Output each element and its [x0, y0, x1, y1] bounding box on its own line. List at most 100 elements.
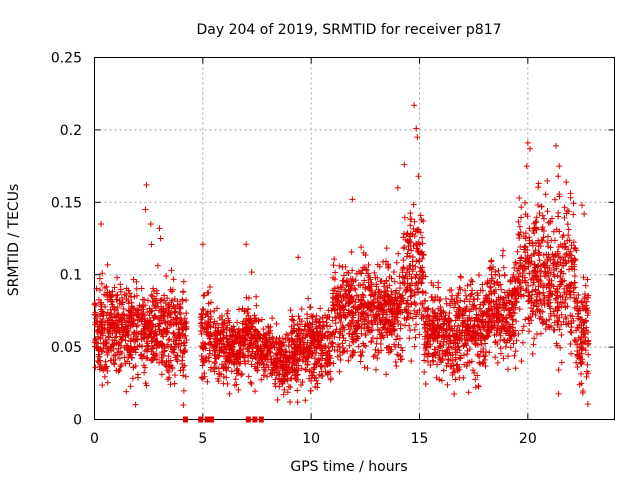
data-point — [201, 359, 208, 366]
data-point — [129, 309, 136, 316]
data-point — [383, 245, 390, 252]
x-tick-label: 5 — [198, 431, 207, 447]
data-point — [516, 223, 523, 230]
data-point — [556, 163, 563, 170]
data-point — [117, 281, 124, 288]
data-point — [113, 296, 120, 303]
data-point — [234, 365, 241, 372]
data-point — [400, 257, 407, 264]
data-point — [148, 241, 155, 248]
data-point — [418, 280, 425, 287]
data-point — [296, 326, 303, 333]
data-point — [224, 315, 231, 322]
data-point — [407, 210, 414, 217]
data-point — [129, 375, 136, 382]
data-point — [156, 359, 163, 366]
data-point — [331, 256, 338, 263]
data-point — [357, 358, 364, 365]
data-point — [220, 350, 227, 357]
data-point — [177, 367, 184, 374]
data-point — [443, 300, 450, 307]
data-point — [139, 311, 146, 318]
data-point — [496, 272, 503, 279]
data-point — [156, 320, 163, 327]
data-point — [554, 272, 561, 279]
data-point — [298, 305, 305, 312]
data-point — [237, 343, 244, 350]
data-point — [107, 292, 114, 299]
data-point — [98, 221, 104, 228]
data-point — [307, 304, 314, 311]
y-tick-label: 0 — [73, 413, 82, 429]
data-point — [105, 329, 112, 336]
data-point — [124, 342, 131, 349]
data-point — [158, 296, 165, 303]
data-point — [578, 370, 585, 377]
data-point — [141, 369, 148, 376]
data-point — [500, 264, 507, 271]
data-point — [302, 397, 309, 404]
data-point — [170, 316, 177, 323]
data-point — [96, 366, 103, 373]
data-point — [233, 367, 240, 374]
data-point — [140, 335, 147, 342]
data-point — [567, 340, 574, 347]
data-point — [215, 324, 222, 331]
data-point — [307, 387, 314, 394]
data-point — [176, 335, 183, 342]
data-point — [355, 282, 362, 289]
data-point — [555, 209, 562, 216]
data-point — [393, 363, 400, 370]
data-point — [530, 341, 537, 348]
data-point — [118, 319, 125, 326]
data-point — [518, 254, 525, 261]
data-point — [553, 142, 559, 149]
data-point — [535, 184, 542, 191]
data-point — [176, 309, 183, 316]
data-point — [147, 221, 154, 228]
data-point — [358, 353, 365, 360]
data-point — [453, 362, 460, 369]
data-point — [106, 289, 113, 296]
data-point — [114, 274, 121, 281]
data-point — [118, 294, 125, 301]
data-point — [419, 240, 426, 247]
data-point — [346, 342, 353, 349]
data-point — [488, 271, 495, 278]
data-point — [339, 340, 346, 347]
data-point — [568, 350, 575, 357]
data-point — [207, 335, 214, 342]
data-point — [133, 285, 140, 292]
data-point — [148, 292, 155, 299]
data-point — [327, 375, 334, 382]
data-point — [140, 312, 147, 319]
data-point — [143, 338, 150, 345]
data-point — [183, 297, 190, 304]
data-point — [438, 377, 445, 384]
data-point — [361, 364, 368, 371]
data-point — [399, 356, 406, 363]
data-point — [210, 321, 217, 328]
data-point — [123, 296, 130, 303]
data-point — [567, 194, 574, 201]
data-point — [170, 338, 177, 345]
data-point — [540, 215, 547, 222]
data-point — [199, 305, 206, 312]
data-point — [336, 262, 343, 269]
data-point — [413, 257, 420, 264]
data-point — [112, 356, 119, 363]
data-point — [211, 359, 218, 366]
data-point — [130, 276, 137, 283]
data-point — [109, 325, 116, 332]
data-point — [330, 360, 337, 367]
data-point — [93, 344, 100, 351]
data-point — [501, 272, 508, 279]
data-point — [251, 388, 258, 395]
data-point — [224, 307, 231, 314]
data-point — [150, 314, 157, 321]
data-point — [177, 301, 184, 308]
data-point — [173, 314, 180, 321]
data-point — [558, 359, 565, 366]
data-point — [455, 322, 462, 329]
data-point — [167, 381, 174, 388]
